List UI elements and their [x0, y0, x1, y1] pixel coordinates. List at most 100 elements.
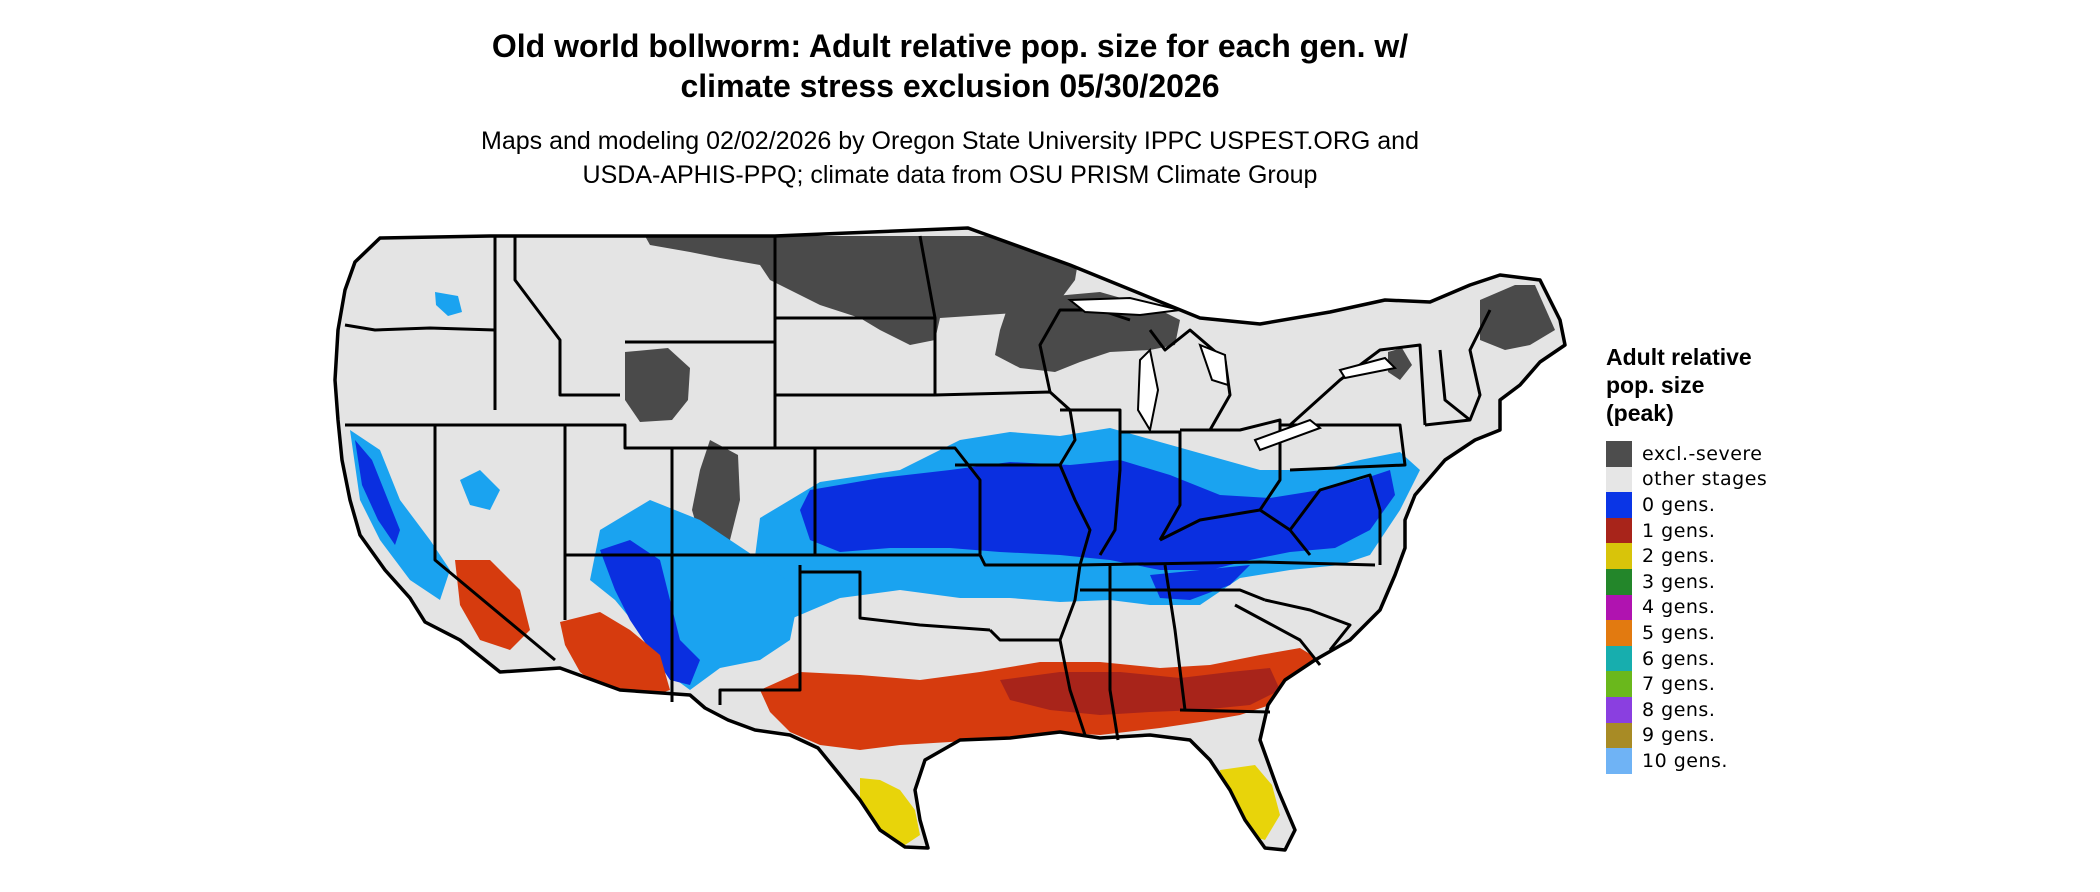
legend-title-line-2: pop. size [1606, 372, 1705, 398]
legend-title-line-3: (peak) [1606, 400, 1674, 426]
legend-swatch [1606, 671, 1632, 697]
border-idaho-montana [513, 236, 620, 397]
great-lakes [1067, 296, 1398, 452]
map-legend: Adult relative pop. size (peak) excl.-se… [1606, 343, 1906, 774]
border-newmexico-texas [718, 565, 802, 705]
border-indiana [1120, 430, 1182, 541]
legend-title-line-1: Adult relative [1606, 344, 1752, 370]
legend-items: excl.-severe other stages 0 gens. 1 gens. 2 … [1606, 441, 1906, 774]
legend-item: 10 gens. [1606, 748, 1906, 774]
legend-label: 5 gens. [1642, 621, 1716, 644]
legend-swatch [1606, 696, 1632, 723]
border-pennsylvania [1280, 423, 1407, 472]
legend-swatch [1606, 517, 1632, 544]
gen0-light-washington [435, 292, 462, 316]
border-louisiana [1000, 638, 1087, 736]
us-map [333, 226, 1567, 888]
border-alabama-georgia [1163, 564, 1187, 711]
border-wyoming-nebraska [773, 395, 815, 450]
legend-label: 0 gens. [1642, 493, 1716, 516]
border-vermont-nh [1438, 349, 1471, 422]
legend-item: other stages [1606, 466, 1906, 493]
gen2-areas [860, 765, 1280, 845]
legend-swatch [1606, 441, 1632, 467]
legend-item: 7 gens. [1606, 671, 1906, 697]
gen0-dark-central-core [800, 460, 1395, 570]
legend-item: excl.-severe [1606, 441, 1906, 467]
excluded-new-york [1388, 348, 1412, 380]
legend-swatch [1606, 748, 1632, 774]
legend-label: excl.-severe [1642, 442, 1763, 465]
legend-item: 9 gens. [1606, 722, 1906, 749]
gen1-dark-deep-south [1000, 668, 1280, 715]
border-new-england [1424, 309, 1492, 427]
gen1-southern-california [455, 560, 530, 650]
excluded-wyoming [625, 348, 690, 422]
map-subtitle-line-2: USDA-APHIS-PPQ; climate data from OSU PR… [582, 161, 1318, 189]
map-title-line-1: Old world bollworm: Adult relative pop. … [491, 28, 1409, 64]
legend-swatch [1606, 543, 1632, 569]
state-borders [344, 235, 1492, 741]
lake-erie [1253, 418, 1323, 452]
legend-item: 4 gens. [1606, 594, 1906, 621]
legend-label: 2 gens. [1642, 545, 1716, 568]
legend-item: 2 gens. [1606, 543, 1906, 569]
legend-swatch [1606, 620, 1632, 646]
legend-swatch [1606, 722, 1632, 749]
gen0-light-southwest [590, 500, 800, 690]
map-layers [350, 236, 1555, 888]
gen7-florida-keys [1228, 875, 1256, 888]
legend-item: 1 gens. [1606, 517, 1906, 544]
legend-label: 4 gens. [1642, 596, 1716, 619]
legend-label: 3 gens. [1642, 570, 1716, 593]
legend-label: 7 gens. [1642, 673, 1716, 696]
legend-swatch [1606, 568, 1632, 595]
legend-item: 3 gens. [1606, 568, 1906, 595]
border-kentucky [1159, 508, 1312, 556]
lake-huron [1198, 343, 1230, 387]
legend-label: other stages [1642, 468, 1768, 491]
map-subtitle-line-1: Maps and modeling 02/02/2026 by Oregon S… [481, 127, 1419, 155]
border-washington-oregon [344, 323, 496, 332]
border-illinois [1060, 408, 1122, 556]
border-california-nevada [433, 425, 556, 662]
excluded-north-plains [645, 236, 1080, 345]
gen1-dark-areas [1000, 668, 1280, 715]
excluded-maine [1480, 285, 1555, 350]
border-georgia-florida [1179, 708, 1271, 714]
border-arkansas [985, 563, 1082, 642]
border-michigan [1148, 328, 1232, 431]
legend-item: 5 gens. [1606, 620, 1906, 646]
gen0-dark-arizona-newmexico [600, 540, 700, 685]
border-ohio [1180, 418, 1282, 511]
lake-michigan [1136, 347, 1160, 433]
border-virginia [1288, 473, 1382, 565]
border-south-carolina [1234, 603, 1322, 666]
border-mississippi-alabama [1108, 565, 1120, 741]
legend-item: 0 gens. [1606, 492, 1906, 518]
border-dakotas-minnesota [918, 235, 937, 395]
map-title-line-2: climate stress exclusion 05/30/2026 [680, 68, 1220, 104]
gen7-areas [1228, 875, 1256, 888]
lake-ontario [1338, 356, 1398, 380]
border-tennessee-kentucky [1079, 560, 1376, 567]
border-new-york [1288, 343, 1427, 427]
legend-label: 8 gens. [1642, 698, 1716, 721]
legend-swatch [1606, 645, 1632, 672]
lake-superior [1067, 296, 1181, 317]
map-title: Old world bollworm: Adult relative pop. … [0, 26, 1900, 106]
legend-swatch [1606, 466, 1632, 493]
border-texas-oklahoma [800, 570, 991, 632]
legend-label: 1 gens. [1642, 519, 1716, 542]
legend-title: Adult relative pop. size (peak) [1606, 343, 1906, 427]
legend-item: 6 gens. [1606, 645, 1906, 672]
map-subtitle: Maps and modeling 02/02/2026 by Oregon S… [0, 124, 1900, 192]
gen2-florida [1220, 765, 1280, 840]
gen0-dark-california-coast [355, 440, 400, 545]
legend-label: 6 gens. [1642, 647, 1716, 670]
gen0-light-nevada [460, 470, 500, 510]
legend-swatch [1606, 492, 1632, 518]
legend-item: 8 gens. [1606, 696, 1906, 723]
border-north-carolina [1264, 598, 1352, 651]
legend-label: 10 gens. [1642, 749, 1728, 772]
